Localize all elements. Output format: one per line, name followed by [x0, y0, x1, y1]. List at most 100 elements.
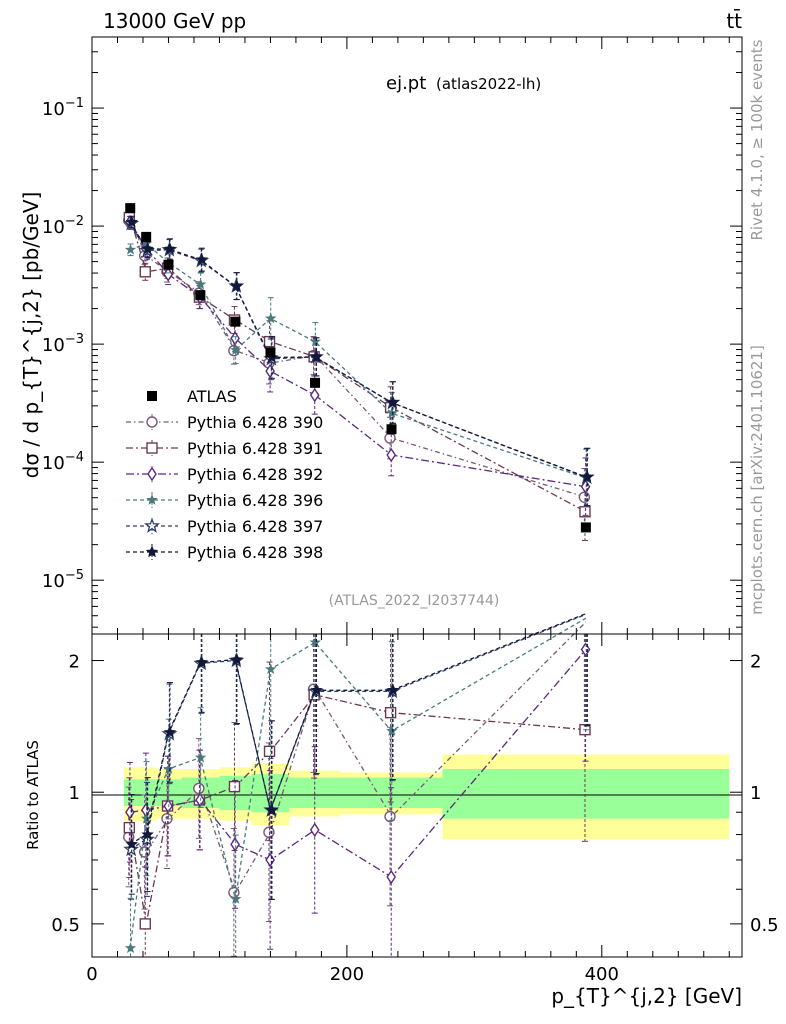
data-point — [124, 243, 137, 255]
ratio-y-axis-label: Ratio to ATLAS — [24, 740, 42, 850]
y-tick-label: 10−4 — [42, 450, 84, 474]
ratio-point — [163, 725, 177, 738]
data-point — [309, 335, 321, 347]
series-5 — [123, 215, 595, 507]
data-point — [230, 331, 240, 346]
ratio-point — [194, 751, 207, 763]
main-axis-ticks — [91, 36, 742, 634]
legend-marker — [144, 517, 160, 533]
ratio-point — [228, 780, 241, 793]
atlas-point — [195, 290, 206, 301]
atlas-point — [163, 259, 174, 270]
ratio-point — [230, 653, 244, 665]
main-series-layer — [123, 203, 595, 541]
ratio-point — [163, 798, 174, 814]
ratio-point — [309, 822, 320, 838]
legend-label: Pythia 6.428 392 — [187, 465, 323, 484]
x-tick-label: 400 — [585, 964, 619, 985]
data-point — [230, 279, 244, 292]
legend-entry: Pythia 6.428 390 — [126, 413, 323, 432]
ratio-point — [141, 828, 154, 840]
ratio-y-tick-label-right: 2 — [750, 652, 761, 673]
main-y-tick-labels: 10−1 10−2 10−3 10−4 10−5 — [42, 96, 84, 592]
legend-label: Pythia 6.428 398 — [187, 543, 323, 562]
ratio-point — [386, 869, 397, 885]
ratio-point — [125, 837, 138, 850]
ratio-point — [230, 893, 242, 904]
series-line — [129, 221, 587, 478]
ratio-point — [195, 656, 208, 668]
ratio-point — [309, 636, 321, 648]
legend-label: ATLAS — [187, 387, 237, 406]
ratio-point — [265, 663, 277, 675]
ratio-y-tick-label: 2 — [69, 652, 80, 673]
main-panel: 10−1 10−2 10−3 10−4 10−5 ej.pt (atlas2022-lh… — [42, 36, 743, 635]
atlas-point — [580, 522, 591, 533]
ratio-line — [130, 649, 587, 878]
legend-label: Pythia 6.428 397 — [187, 517, 323, 536]
data-point — [140, 237, 153, 249]
legend-entry: Pythia 6.428 397 — [126, 517, 323, 536]
y-tick-label: 10−5 — [42, 568, 84, 592]
atlas-point — [230, 316, 241, 327]
ratio-point — [195, 792, 205, 808]
legend-entry: ATLAS — [147, 387, 237, 406]
ratio-point — [230, 837, 240, 852]
analysis-id: (ATLAS_2022_I2037744) — [329, 593, 500, 609]
legend-marker — [147, 391, 157, 401]
ratio-point — [265, 852, 275, 868]
ratio-y-tick-label: 1 — [69, 783, 80, 804]
data-point — [386, 407, 398, 418]
legend-marker — [147, 466, 157, 482]
legend-label: Pythia 6.428 391 — [187, 439, 323, 458]
data-point — [310, 350, 323, 363]
ratio-point — [123, 821, 136, 834]
data-point — [386, 396, 400, 408]
x-axis-label: p_{T}^{j,2} [GeV] — [551, 984, 742, 1008]
legend: ATLAS Pythia 6.428 390 Pythia 6.428 391 Pyt… — [126, 387, 323, 562]
ratio-bands — [123, 754, 730, 840]
y-tick-label: 10−3 — [42, 332, 84, 356]
ratio-y-tick-label: 0.5 — [51, 915, 80, 936]
x-tick-label: 200 — [330, 964, 364, 985]
ratio-series-layer — [123, 613, 591, 958]
x-tick-labels: 0 200 400 — [86, 964, 619, 985]
energy-label: 13000 GeV pp — [103, 9, 246, 33]
x-tick-label: 0 — [86, 964, 97, 985]
ratio-line — [129, 613, 587, 845]
ratio-point — [384, 706, 397, 719]
ratio-point — [384, 810, 396, 823]
ratio-axis-ticks: 2 2 1 1 0.5 0.5 — [51, 634, 779, 957]
ratio-point — [139, 918, 151, 930]
ratio-series-6 — [125, 613, 591, 900]
y-tick-label: 10−1 — [42, 96, 84, 120]
data-point — [195, 253, 208, 265]
legend-marker — [146, 416, 158, 428]
ratio-point — [310, 683, 323, 696]
ratio-point — [265, 803, 279, 816]
series-line — [129, 221, 587, 488]
process-label: tt̄ — [726, 8, 742, 33]
legend-label: Pythia 6.428 396 — [187, 491, 323, 510]
atlas-point — [141, 231, 152, 242]
series-line — [129, 223, 587, 478]
y-tick-label: 10−2 — [42, 214, 84, 238]
data-point — [139, 266, 151, 278]
data-point — [386, 447, 397, 463]
series-line — [129, 217, 587, 513]
ratio-point — [263, 745, 276, 758]
ratio-frame — [91, 633, 743, 958]
ratio-band-inner — [442, 768, 730, 819]
data-point — [265, 312, 277, 324]
series-line — [129, 220, 587, 498]
atlas-point — [386, 424, 397, 435]
atlas-data — [125, 203, 591, 533]
ratio-point — [193, 782, 205, 795]
legend-label: Pythia 6.428 390 — [187, 413, 323, 432]
atlas-point — [310, 377, 321, 388]
atlas-point — [125, 203, 136, 214]
ratio-y-tick-label-right: 1 — [750, 783, 761, 804]
legend-marker — [146, 494, 158, 505]
ratio-point — [163, 763, 175, 774]
